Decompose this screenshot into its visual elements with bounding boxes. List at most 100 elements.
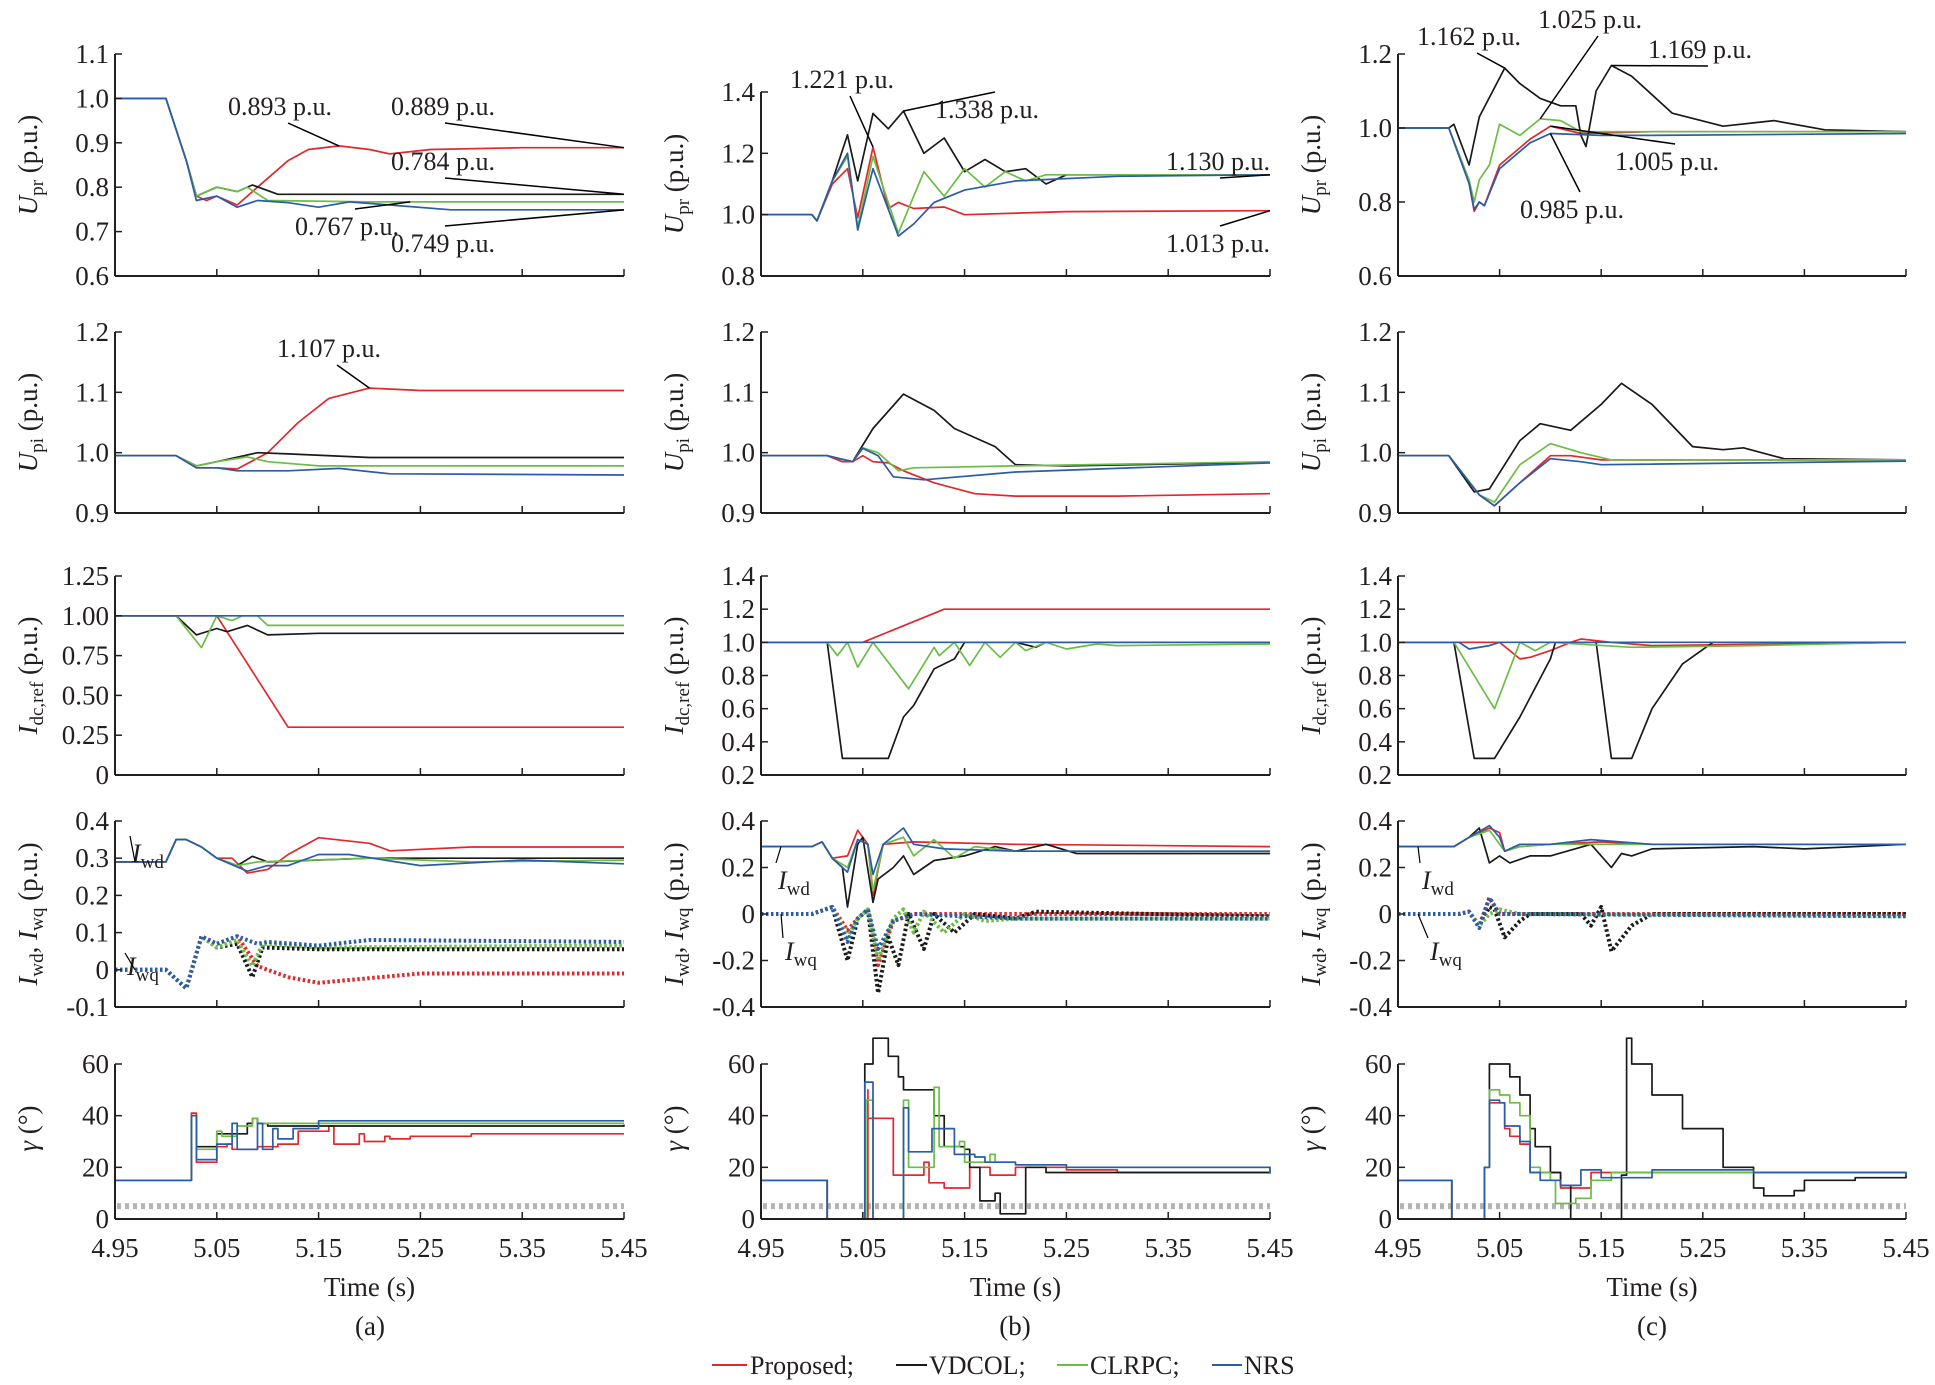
series-line-nrs xyxy=(1398,641,1906,650)
y-tick-label: 60 xyxy=(728,1049,755,1079)
y-tick-label: 0.9 xyxy=(1358,498,1392,528)
series-line-proposed-i-wq xyxy=(115,934,624,991)
series-line-nrs xyxy=(761,152,1271,237)
y-tick-label: 0.8 xyxy=(1358,661,1392,691)
annotation-leader xyxy=(903,91,996,112)
series-line-vdcol xyxy=(761,393,1271,467)
subplot-c3: 0.20.40.60.8 1.01.21.4 Idc,ref (p.u.) xyxy=(1296,561,1907,790)
y-tick-label: 1.2 xyxy=(721,138,755,168)
y-tick-label: 0.2 xyxy=(75,880,109,910)
panels-layer: 0.6 0.7 0.8 0.9 1.0 1.1 Upr (p.u.) 0.893 p.u. 0.… xyxy=(13,5,1930,1302)
y-tick-label: 0 xyxy=(96,955,110,985)
series-line-clrpc xyxy=(761,641,1271,690)
curve-label-leader xyxy=(124,952,136,971)
series-line-nrs-i-wd xyxy=(761,827,1270,876)
y-tick-label: 60 xyxy=(1365,1049,1392,1079)
subplot-b3: 0.20.40.60.8 1.01.21.4 Idc,ref (p.u.) xyxy=(659,561,1271,790)
annotation-leader xyxy=(1219,209,1271,227)
y-tick-label: -0.4 xyxy=(1349,992,1392,1022)
x-tick-label: 4.95 xyxy=(1374,1233,1421,1263)
y-tick-label: 0.8 xyxy=(721,661,755,691)
y-tick-label: 20 xyxy=(728,1152,755,1182)
x-tick-label: 5.25 xyxy=(1043,1233,1090,1263)
series-line-nrs xyxy=(115,97,624,211)
y-tick-label: 0.50 xyxy=(62,680,109,710)
series-line-vdcol xyxy=(1398,641,1906,760)
series-line-nrs-i-wq xyxy=(1398,895,1907,930)
y-axis-label: Idc,ref (p.u.) xyxy=(659,616,694,735)
curve-label-wd: Iwd xyxy=(777,866,810,900)
annotation-label: 1.130 p.u. xyxy=(1166,147,1270,176)
subplot-a5: 0 20 40 60 γ (°) 4.95 5.05 5.15 5.25 5.35 5.45 Time… xyxy=(13,1049,648,1302)
annotation-leader xyxy=(1219,174,1271,179)
y-tick-label: 0.3 xyxy=(75,843,109,873)
series-line-vdcol-i-wq xyxy=(761,905,1271,995)
annotation-label: 1.107 p.u. xyxy=(277,334,381,363)
y-tick-label: 0.8 xyxy=(721,261,755,291)
x-tick-label: 5.05 xyxy=(193,1233,240,1263)
subplot-a2: 0.9 1.0 1.1 1.2 Upi (p.u.) 1.107 p.u. xyxy=(13,317,625,528)
y-tick-label: 1.1 xyxy=(75,377,109,407)
y-tick-label: 0.9 xyxy=(75,128,109,158)
annotation-leader xyxy=(336,364,370,389)
y-tick-label: 0 xyxy=(96,760,110,790)
annotation-label: 0.767 p.u. xyxy=(295,212,399,241)
x-tick-label: 5.25 xyxy=(1679,1233,1726,1263)
y-tick-label: 1.1 xyxy=(75,39,109,69)
y-axis-label: Upi (p.u.) xyxy=(13,373,48,473)
subplot-c2: 0.9 1.0 1.1 1.2 Upi (p.u.) xyxy=(1296,317,1907,528)
x-tick-label: 5.05 xyxy=(839,1233,886,1263)
curve-label-leader xyxy=(1417,846,1421,864)
y-tick-label: 20 xyxy=(1365,1152,1392,1182)
y-axis-label: Iwd, Iwq (p.u.) xyxy=(13,842,48,986)
x-tick-label: 5.35 xyxy=(1145,1233,1192,1263)
series-line-nrs-i-wq xyxy=(115,934,625,991)
y-tick-label: 0.4 xyxy=(1358,727,1392,757)
curve-label-leader xyxy=(780,913,784,939)
subplot-b2: 0.9 1.0 1.1 1.2 Upi (p.u.) xyxy=(659,317,1271,528)
y-tick-label: 1.0 xyxy=(721,627,755,657)
x-tick-label: 5.35 xyxy=(499,1233,546,1263)
y-tick-label: 1.2 xyxy=(1358,594,1392,624)
curve-label-wq: Iwq xyxy=(1429,937,1462,971)
y-axis-label: γ (°) xyxy=(1296,1105,1326,1151)
y-tick-label: 0.4 xyxy=(721,806,755,836)
annotation-label: 1.338 p.u. xyxy=(935,95,1039,124)
y-tick-label: 1.0 xyxy=(1358,627,1392,657)
series-line-clrpc xyxy=(1398,1088,1907,1220)
y-tick-label: 1.2 xyxy=(1358,39,1392,69)
y-tick-label: 0.4 xyxy=(1358,806,1392,836)
y-tick-label: 0 xyxy=(742,899,756,929)
curve-label-wd: Iwd xyxy=(131,839,164,873)
annotation-leader xyxy=(1476,52,1506,69)
annotation-label: 0.893 p.u. xyxy=(228,92,332,121)
subplot-a4: -0.1 0 0.1 0.2 0.3 0.4 Iwd, Iwq (p.u.) Iwd Iwq xyxy=(13,806,625,1022)
y-tick-label: 1.2 xyxy=(1358,317,1392,347)
y-tick-label: 1.4 xyxy=(721,561,755,591)
y-tick-label: 0.1 xyxy=(75,918,109,948)
series-line-vdcol-i-wd xyxy=(1398,827,1907,869)
y-tick-label: 0.9 xyxy=(721,498,755,528)
series-line-clrpc xyxy=(1398,641,1907,710)
curve-label-wd: Iwd xyxy=(1421,866,1454,900)
x-tick-label: 5.35 xyxy=(1781,1233,1828,1263)
annotation-label: 1.169 p.u. xyxy=(1648,35,1752,64)
series-line-vdcol xyxy=(761,1037,1270,1220)
y-tick-label: 1.0 xyxy=(75,83,109,113)
y-tick-label: 0.6 xyxy=(1358,694,1392,724)
annotation-label: 1.013 p.u. xyxy=(1166,229,1270,258)
series-line-nrs-i-wd xyxy=(1398,824,1906,853)
series-line-vdcol-i-wq xyxy=(115,934,624,991)
annotation-leader xyxy=(354,201,411,210)
annotation-label: 1.221 p.u. xyxy=(790,65,894,94)
subplot-b5: 0 20 40 60 γ (°) 4.95 5.05 5.15 5.25 5.35 5.45 Time… xyxy=(659,1037,1294,1302)
y-tick-label: 1.25 xyxy=(62,561,109,591)
annotation-label: 0.889 p.u. xyxy=(391,92,495,121)
y-tick-label: 0.4 xyxy=(721,727,755,757)
y-tick-label: 0 xyxy=(1379,899,1393,929)
y-axis-label: Idc,ref (p.u.) xyxy=(13,616,48,735)
subplot-c5: 0 20 40 60 γ (°) 4.95 5.05 5.15 5.25 5.35 5.45 Time… xyxy=(1296,1037,1930,1302)
y-tick-label: 20 xyxy=(82,1152,109,1182)
series-line-proposed xyxy=(761,1088,1270,1220)
y-axis-label: Upi (p.u.) xyxy=(1296,373,1331,473)
